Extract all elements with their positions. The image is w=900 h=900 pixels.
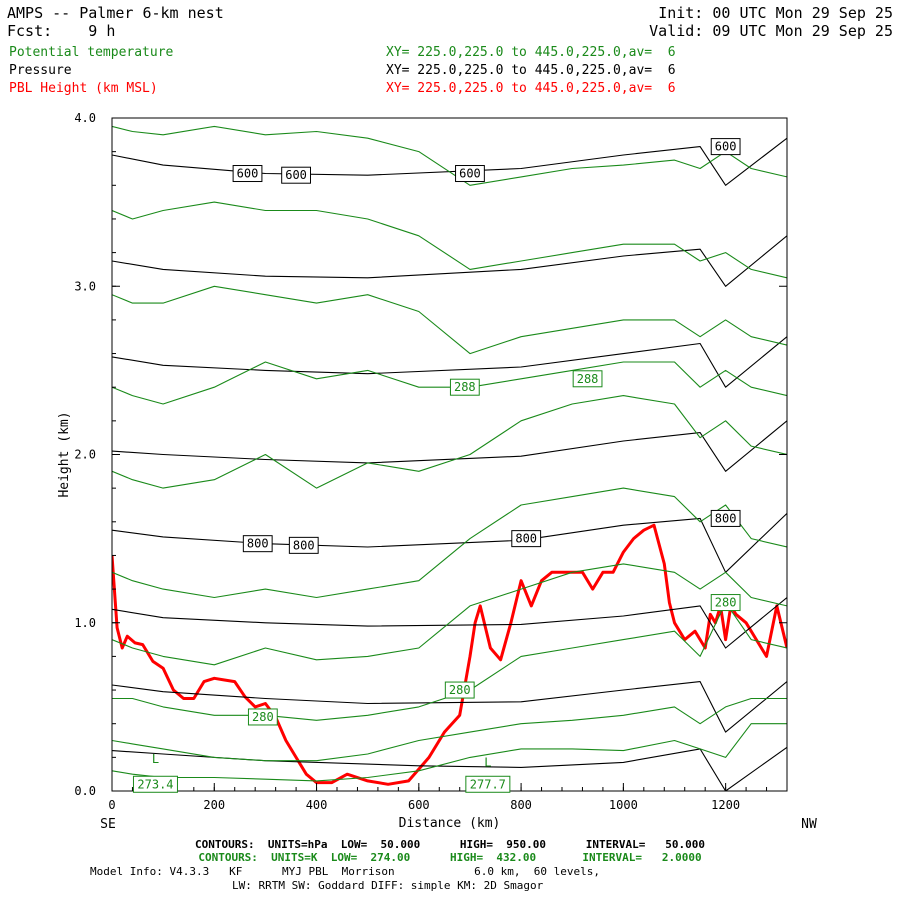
low-marker: L xyxy=(152,752,159,766)
footer-physics: LW: RRTM SW: Goddard DIFF: simple KM: 2D… xyxy=(232,879,544,892)
fcst-row: Fcst: 9 h xyxy=(7,22,115,40)
field-pbl-name: PBL Height (km MSL) xyxy=(9,81,158,96)
footer-contours-pressure: CONTOURS: UNITS=hPa LOW= 50.000 HIGH= 95… xyxy=(195,838,705,851)
series-line-theta-278 xyxy=(112,697,787,762)
theta-contour-label: 277.7 xyxy=(470,777,506,791)
footer-contours-theta: CONTOURS: UNITS=K LOW= 274.00 HIGH= 432.… xyxy=(198,851,702,864)
pressure-contour-label: 800 xyxy=(515,532,537,546)
theta-contour-label: 288 xyxy=(454,380,476,394)
pressure-contour-label: 600 xyxy=(715,140,737,154)
theta-contour-label-box xyxy=(247,708,278,726)
field-pressure-xy: XY= 225.0,225.0 to 445.0,225.0,av= 6 xyxy=(386,63,676,78)
left-end-label: SE xyxy=(100,817,116,832)
pressure-contour-label-box xyxy=(281,166,311,184)
y-tick-label: 3.0 xyxy=(74,279,96,293)
x-tick-label: 400 xyxy=(306,798,328,812)
series-line-theta-276 xyxy=(112,723,787,782)
pressure-contour-label-box xyxy=(710,509,741,527)
series-line-pressure-750 xyxy=(112,420,787,472)
theta-contour-label-box xyxy=(465,775,511,793)
field-pbl-xy: XY= 225.0,225.0 to 445.0,225.0,av= 6 xyxy=(386,81,676,96)
series-line-pressure-650 xyxy=(112,235,787,287)
series-line-theta-284 xyxy=(112,487,787,599)
pressure-contour-label: 800 xyxy=(715,511,737,525)
header-title: AMPS -- Palmer 6-km nest xyxy=(7,4,224,22)
series-line-theta-292 xyxy=(112,201,787,279)
pressure-contour-label-box xyxy=(242,535,273,553)
series-line-pressure-850 xyxy=(112,597,787,649)
pressure-contour-label-box xyxy=(511,530,542,548)
x-axis-label: Distance (km) xyxy=(399,816,501,831)
series-line-theta-290 xyxy=(112,285,787,355)
theta-contour-label-box xyxy=(444,681,475,699)
theta-contour-label: 280 xyxy=(449,683,471,697)
x-tick-label: 1000 xyxy=(609,798,638,812)
field-theta-name: Potential temperature xyxy=(9,45,174,60)
y-axis-label: Height (km) xyxy=(57,411,72,497)
pressure-contour-label: 800 xyxy=(293,538,315,552)
field-theta-xy: XY= 225.0,225.0 to 445.0,225.0,av= 6 xyxy=(386,45,676,60)
theta-contour-label: 280 xyxy=(252,710,274,724)
low-marker: L xyxy=(484,755,491,769)
y-tick-label: 2.0 xyxy=(74,448,96,462)
theta-contour-label-box xyxy=(572,370,603,388)
fcst-value: 9 h xyxy=(88,22,116,40)
series-line-pressure-900 xyxy=(112,681,787,733)
x-tick-label: 800 xyxy=(510,798,532,812)
fcst-label: Fcst: xyxy=(7,22,53,40)
valid-time: Valid: 09 UTC Mon 29 Sep 25 xyxy=(649,22,893,40)
right-end-label: NW xyxy=(801,817,817,832)
footer-model-info: Model Info: V4.3.3 KF MYJ PBL Morrison 6… xyxy=(90,865,600,878)
series-line-pressure-700 xyxy=(112,336,787,388)
x-tick-label: 200 xyxy=(203,798,225,812)
x-tick-label: 0 xyxy=(108,798,115,812)
theta-contour-label-box xyxy=(449,378,480,396)
init-time: Init: 00 UTC Mon 29 Sep 25 xyxy=(658,4,893,22)
theta-contour-label: 280 xyxy=(715,596,737,610)
x-tick-label: 1200 xyxy=(711,798,740,812)
y-tick-label: 0.0 xyxy=(74,784,96,798)
theta-contour-label-box xyxy=(132,775,178,793)
field-pressure-name: Pressure xyxy=(9,63,72,78)
series-line-pbl-height-km-msl xyxy=(112,523,787,786)
series-line-theta-282 xyxy=(112,563,787,666)
theta-contour-label: 273.4 xyxy=(137,777,173,791)
theta-contour-label-box xyxy=(710,594,741,612)
series-line-pressure-600 xyxy=(112,137,787,186)
series-line-pressure-950 xyxy=(112,746,787,791)
theta-contour-label: 288 xyxy=(577,372,599,386)
series-line-theta-286 xyxy=(112,395,787,489)
pressure-contour-label: 600 xyxy=(237,167,259,181)
pressure-contour-label-box xyxy=(232,165,263,183)
pressure-contour-label: 600 xyxy=(285,168,307,182)
pressure-contour-label-box xyxy=(455,165,485,183)
pressure-contour-label-box xyxy=(288,536,319,554)
y-tick-label: 4.0 xyxy=(74,111,96,125)
pressure-contour-label: 800 xyxy=(247,537,269,551)
x-tick-label: 600 xyxy=(408,798,430,812)
y-tick-label: 1.0 xyxy=(74,616,96,630)
pressure-contour-label: 600 xyxy=(459,167,481,181)
series-line-theta-294 xyxy=(112,125,787,186)
pressure-contour-label-box xyxy=(710,138,741,156)
series-line-pressure-800 xyxy=(112,513,787,573)
